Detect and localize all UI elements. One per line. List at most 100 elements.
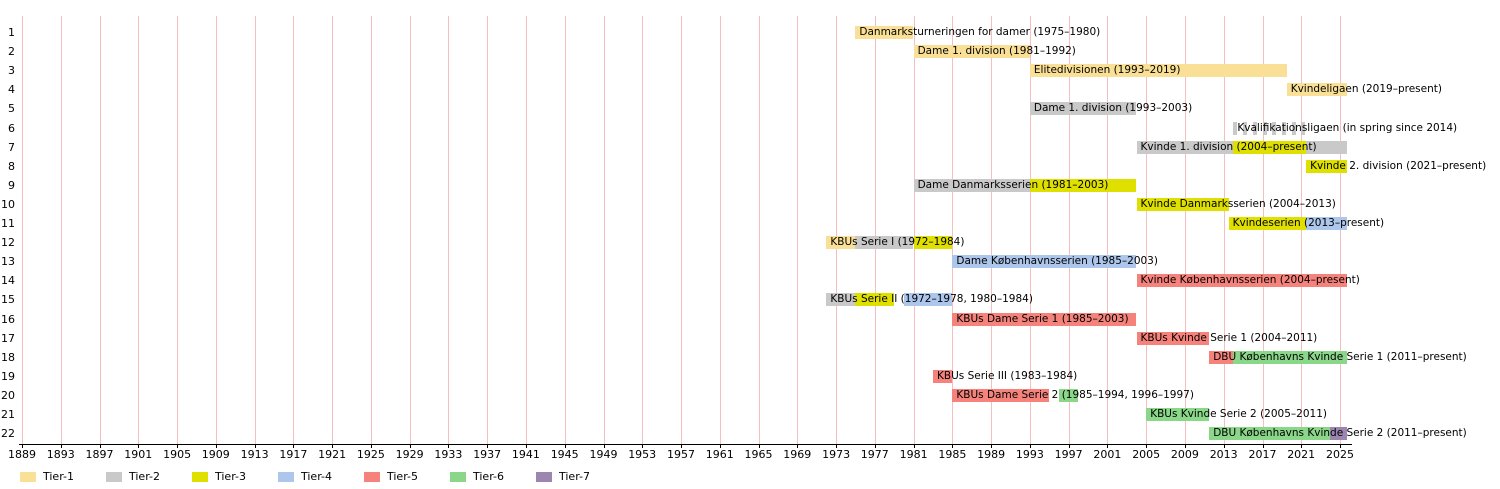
legend-label: Tier-1 [43, 470, 74, 483]
gridline [293, 16, 295, 444]
timeline-bar-segment [1272, 121, 1277, 135]
timeline-bar-segment [1233, 140, 1307, 154]
timeline-bar-segment [1306, 159, 1347, 173]
league-label: Dame 1. division (1981–1992) [917, 45, 1076, 58]
gridline [332, 16, 334, 444]
row-number: 8 [8, 159, 15, 173]
x-axis-tick-label: 1901 [124, 448, 153, 461]
timeline-bar-segment [1029, 102, 1137, 116]
x-axis-tick [603, 444, 605, 448]
x-axis-tick [409, 444, 411, 448]
x-axis-tick-label: 1965 [744, 448, 773, 461]
gridline [603, 16, 605, 444]
x-axis-tick [681, 444, 682, 448]
league-label: Kvindeligaen (2019–present) [1290, 83, 1442, 96]
legend: Tier-1 Tier-2 Tier-3 Tier-4 Tier-5 Tier-6 Tier… [20, 471, 590, 482]
legend-label: Tier-6 [473, 470, 504, 483]
legend-swatch-tier-7 [536, 471, 552, 482]
timeline-bar-segment [913, 178, 1030, 192]
row-number: 16 [1, 312, 15, 326]
legend-item: Tier-4 [278, 471, 332, 482]
x-axis-tick-label: 2025 [1326, 448, 1354, 461]
timeline-bar-segment [1252, 121, 1257, 135]
gridline [254, 16, 256, 444]
x-axis-line [19, 444, 1352, 445]
row-number: 22 [1, 427, 15, 441]
row-number: 17 [1, 331, 15, 345]
x-axis-tick [525, 444, 527, 448]
league-label: DBU Københavns Kvinde Serie 1 (2011–pres… [1213, 350, 1467, 363]
timeline-bar-segment [1209, 427, 1331, 441]
x-axis-tick-label: 1989 [977, 448, 1006, 461]
league-label: Kvinde 1. division (2004–present) [1140, 140, 1317, 153]
x-axis-tick-label: 1937 [473, 448, 502, 461]
x-axis-tick [797, 444, 799, 448]
gridline [22, 16, 23, 444]
legend-item: Tier-3 [192, 471, 246, 482]
x-axis-tick-label: 1977 [860, 448, 889, 461]
timeline-bar-segment [1281, 121, 1286, 135]
row-number: 15 [1, 293, 15, 307]
timeline-bar-segment [855, 293, 895, 307]
league-label: KBUs Kvinde Serie 1 (2004–2011) [1140, 331, 1318, 344]
x-axis-tick-label: 1941 [511, 448, 540, 461]
row-number: 6 [8, 121, 15, 135]
timeline-bar-segment [1286, 83, 1347, 97]
league-label: Danmarksturneringen for damer (1975–1980… [859, 26, 1101, 38]
league-label: Kvalifikationsligaen (in spring since 20… [1237, 121, 1458, 134]
row-number: 12 [1, 236, 15, 250]
timeline-bar-segment [1029, 64, 1287, 78]
timeline-bar-segment [952, 388, 1050, 402]
timeline-bar-segment [1228, 217, 1307, 230]
gridline [719, 16, 721, 444]
league-label: DBU Københavns Kvinde Serie 2 (2011–pres… [1213, 427, 1467, 440]
x-axis-tick [1223, 444, 1225, 448]
timeline-bar-segment [1330, 427, 1347, 441]
x-axis-tick [370, 444, 372, 448]
x-axis-tick [1146, 444, 1148, 448]
timeline-bar-segment [1136, 274, 1347, 288]
legend-label: Tier-4 [301, 470, 332, 483]
x-axis-tick-label: 2021 [1287, 448, 1316, 461]
gridline [642, 16, 644, 444]
legend-item: Tier-7 [536, 471, 590, 482]
timeline-bar-segment [903, 293, 953, 307]
timeline-bar-segment [952, 255, 1137, 269]
row-number: 5 [8, 102, 15, 116]
timeline-bar-segment [1301, 121, 1306, 135]
gridline [1146, 16, 1148, 444]
x-axis-tick [138, 444, 140, 448]
timeline-bar-segment [855, 236, 914, 250]
league-label: KBUs Serie II (1972–1978, 1980–1984) [830, 293, 1033, 306]
gridline [913, 16, 915, 444]
row-number: 7 [8, 140, 15, 154]
gridline [138, 16, 140, 444]
gridline [177, 16, 179, 444]
legend-swatch-tier-5 [364, 471, 380, 482]
gridline [836, 16, 838, 444]
timeline-bar-segment [952, 312, 1137, 326]
gridline [448, 16, 450, 444]
timeline-bar-segment [1136, 331, 1210, 345]
x-axis-tick [564, 444, 566, 448]
gridline [60, 16, 62, 444]
legend-swatch-tier-1 [20, 471, 36, 482]
x-axis-tick [215, 444, 217, 448]
gridline [1340, 16, 1341, 444]
row-number: 18 [1, 350, 15, 364]
timeline-bar-segment [1306, 140, 1347, 154]
x-axis-tick [874, 444, 876, 448]
row-number: 13 [1, 255, 15, 269]
row-number: 3 [8, 64, 15, 78]
x-axis-tick-label: 1921 [318, 448, 347, 461]
x-axis-tick-label: 1997 [1054, 448, 1083, 461]
x-axis-tick-label: 2013 [1209, 448, 1238, 461]
x-axis-tick [913, 444, 915, 448]
legend-label: Tier-3 [215, 470, 246, 483]
gridline [991, 16, 993, 444]
league-label: KBUs Kvinde Serie 2 (2005–2011) [1150, 408, 1327, 420]
x-axis-tick [1029, 444, 1031, 448]
x-axis-tick [758, 444, 760, 448]
x-axis-tick [1340, 444, 1341, 448]
